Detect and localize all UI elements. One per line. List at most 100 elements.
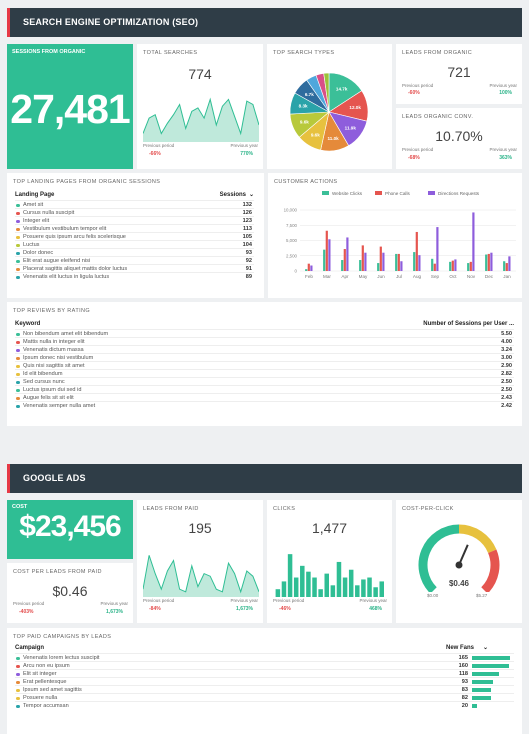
row-label: Dolor donec xyxy=(23,250,54,256)
cost-value: $23,456 xyxy=(19,510,121,543)
bar xyxy=(487,253,490,271)
table-row[interactable]: Luctus 104 xyxy=(15,240,254,248)
table-row[interactable]: Venenatis elit luctus in ligula luctus 89 xyxy=(15,272,254,280)
bar xyxy=(472,212,475,271)
landing-rows: Amet sit 132 Cursus nulla suscipit 126 Integ… xyxy=(15,200,254,280)
row-label: Sed cursus nunc xyxy=(23,379,65,385)
cpl-value: $0.46 xyxy=(52,583,88,599)
lc-prev-value: -68% xyxy=(408,155,420,161)
x-tick-label: Oct xyxy=(449,274,457,279)
row-value: 2.50 xyxy=(501,387,512,393)
bullet-dot-icon xyxy=(16,704,20,709)
sparkline-line xyxy=(143,555,259,594)
x-tick-label: Feb xyxy=(305,274,313,279)
table-row[interactable]: Tempor accumsan 20 xyxy=(15,701,514,709)
pie-slice-label: 6.7k xyxy=(305,92,314,97)
bar xyxy=(312,577,317,597)
row-value: 126 xyxy=(242,210,252,216)
bullet-dot-icon xyxy=(16,332,20,337)
pie-slice-label: 11.9k xyxy=(345,125,357,130)
campaigns-col-campaign[interactable]: Campaign xyxy=(15,645,45,651)
bullet-dot-icon xyxy=(16,672,20,677)
lo-year-value: 100% xyxy=(499,90,512,96)
row-label: Id elit bibendum xyxy=(23,371,63,377)
table-row[interactable]: Venenatis lorem lectus suscipit 165 xyxy=(15,653,514,661)
sort-chevron-icon[interactable]: ⌄ xyxy=(248,192,254,198)
landing-pages-card: TOP LANDING PAGES FROM ORGANIC SESSIONS … xyxy=(7,173,264,298)
table-row[interactable]: Erat pellentesque 93 xyxy=(15,677,514,685)
sessions-value: 27,481 xyxy=(10,86,130,132)
lp-year-value: 1,673% xyxy=(236,606,253,612)
table-row[interactable]: Amet sit 132 xyxy=(15,200,254,208)
bullet-dot-icon xyxy=(16,396,20,401)
table-row[interactable]: Posuere nulla 82 xyxy=(15,693,514,701)
clicks-value: 1,477 xyxy=(311,520,348,536)
bullet-dot-icon xyxy=(16,664,20,669)
sessions-title: SESSIONS FROM ORGANIC xyxy=(12,49,86,55)
lc-year-value: 363% xyxy=(499,155,512,161)
bullet-dot-icon xyxy=(16,340,20,345)
bar xyxy=(343,249,346,271)
bullet-dot-icon xyxy=(16,259,20,264)
row-bar xyxy=(472,704,477,708)
table-row[interactable]: Posuere quis ipsum arcu felis scelerisqu… xyxy=(15,232,254,240)
row-label: Augue felis sit sit elit xyxy=(23,395,74,401)
sort-chevron-icon[interactable]: ⌄ xyxy=(483,645,489,651)
cpc-gauge xyxy=(418,524,500,592)
landing-col-page[interactable]: Landing Page xyxy=(15,192,55,198)
row-label: Elit sit integer xyxy=(23,671,57,677)
reviews-col-keyword[interactable]: Keyword xyxy=(15,321,41,327)
landing-title: TOP LANDING PAGES FROM ORGANIC SESSIONS xyxy=(13,179,161,185)
y-tick-label: 5,000 xyxy=(286,238,298,243)
campaigns-table: Campaign New Fans ⌄ Venenatis lorem lect… xyxy=(15,643,514,709)
total-searches-value: 774 xyxy=(188,66,212,82)
pie-slice-label: 14.7k xyxy=(336,86,348,91)
row-label: Venenatis dictum massa xyxy=(23,347,84,353)
gauge-needle xyxy=(458,544,469,566)
bar xyxy=(324,573,329,597)
table-row[interactable]: Vestibulum vestibulum tempor elit 113 xyxy=(15,224,254,232)
table-row[interactable]: Integer elit 123 xyxy=(15,216,254,224)
cl-year-value: 468% xyxy=(369,606,382,612)
bar xyxy=(379,581,384,597)
table-row[interactable]: Luctus ipsum dui sed id 2.50 xyxy=(15,385,514,393)
row-value: 3.00 xyxy=(501,355,512,361)
table-row[interactable]: Ipsum donec nisi vestibulum 3.00 xyxy=(15,353,514,361)
reviews-col-sessions[interactable]: Number of Sessions per User ... xyxy=(423,321,514,327)
campaigns-col-newfans[interactable]: New Fans xyxy=(446,645,475,651)
table-row[interactable]: Dolor donec 93 xyxy=(15,248,254,256)
table-row[interactable]: Elit erat augue eleifend nisi 92 xyxy=(15,256,254,264)
table-row[interactable]: Non bibendum amet elit bibendum 5.50 xyxy=(15,329,514,337)
table-row[interactable]: Placerat sagittis aliquet mattis dolor l… xyxy=(15,264,254,272)
bar xyxy=(413,252,416,271)
leads-paid-title: LEADS FROM PAID xyxy=(143,506,199,512)
table-row[interactable]: Augue felis sit sit elit 2.43 xyxy=(15,393,514,401)
table-row[interactable]: Id elit bibendum 2.82 xyxy=(15,369,514,377)
table-row[interactable]: Mattis nulla in integer elit 4.00 xyxy=(15,337,514,345)
table-row[interactable]: Ipsum sed amet sagittis 83 xyxy=(15,685,514,693)
landing-col-sessions[interactable]: Sessions xyxy=(219,192,246,198)
cpl-prev-label: Previous period xyxy=(13,601,45,606)
row-value: 93 xyxy=(245,250,252,256)
table-row[interactable]: Quis nisi sagittis sit amet 2.90 xyxy=(15,361,514,369)
cpc-min: $0.00 xyxy=(427,593,439,598)
bar xyxy=(395,253,398,271)
table-row[interactable]: Elit sit integer 118 xyxy=(15,669,514,677)
row-value: 118 xyxy=(458,671,468,677)
bar xyxy=(307,263,310,271)
row-value: 3.24 xyxy=(501,347,512,353)
y-tick-label: 10,000 xyxy=(284,208,298,213)
row-value: 82 xyxy=(461,695,468,701)
leads-organic-card: LEADS FROM ORGANIC 721 Previous period -… xyxy=(396,44,522,104)
table-row[interactable]: Venenatis semper nulla amet 2.42 xyxy=(15,401,514,409)
legend-label: Website Clicks xyxy=(332,191,363,196)
customer-actions-title: CUSTOMER ACTIONS xyxy=(274,179,338,185)
row-value: 83 xyxy=(461,687,468,693)
table-row[interactable]: Sed cursus nunc 2.50 xyxy=(15,377,514,385)
table-row[interactable]: Venenatis dictum massa 3.24 xyxy=(15,345,514,353)
bullet-dot-icon xyxy=(16,680,20,685)
table-row[interactable]: Cursus nulla suscipit 126 xyxy=(15,208,254,216)
pie-slice-label: 9.6k xyxy=(311,132,320,137)
table-row[interactable]: Arcu non eu ipsum 160 xyxy=(15,661,514,669)
bar xyxy=(418,255,421,271)
